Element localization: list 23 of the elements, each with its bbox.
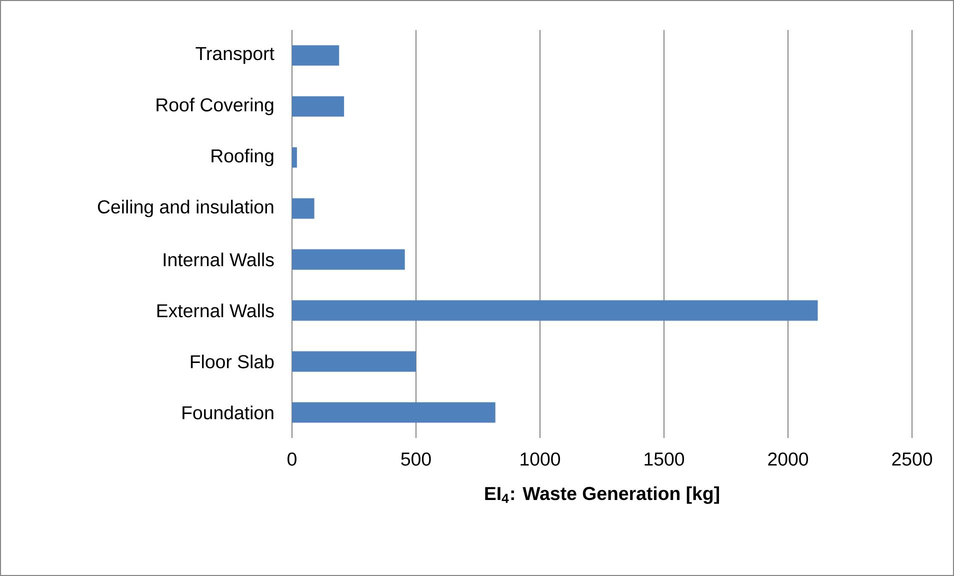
bar (292, 96, 344, 117)
x-tick-label: 1500 (644, 452, 684, 466)
y-tick-label: Floor Slab (190, 354, 274, 368)
x-axis-title: EI$_{4}$: Waste Generation [kg] (485, 486, 719, 504)
x-tick-label: 2500 (892, 452, 932, 466)
bar (292, 249, 405, 270)
y-tick-label: Foundation (182, 406, 274, 420)
bar (292, 300, 818, 321)
y-tick-label: Roof Covering (156, 98, 274, 116)
x-tick-label: 2000 (768, 452, 808, 466)
x-tick-label: 0 (288, 452, 296, 466)
x-tick-label: 1000 (520, 452, 560, 466)
bar (292, 198, 314, 219)
y-tick-label: Roofing (212, 148, 274, 166)
bar (292, 402, 496, 423)
bar (292, 351, 416, 372)
y-tick-label: Ceiling and insulation (98, 200, 274, 218)
bar (292, 45, 340, 66)
y-tick-label: External Walls (157, 304, 274, 318)
y-tick-label: Internal Walls (164, 252, 274, 266)
x-tick-label: 500 (401, 452, 431, 466)
bar (292, 147, 297, 168)
y-tick-label: Transport (196, 47, 274, 64)
